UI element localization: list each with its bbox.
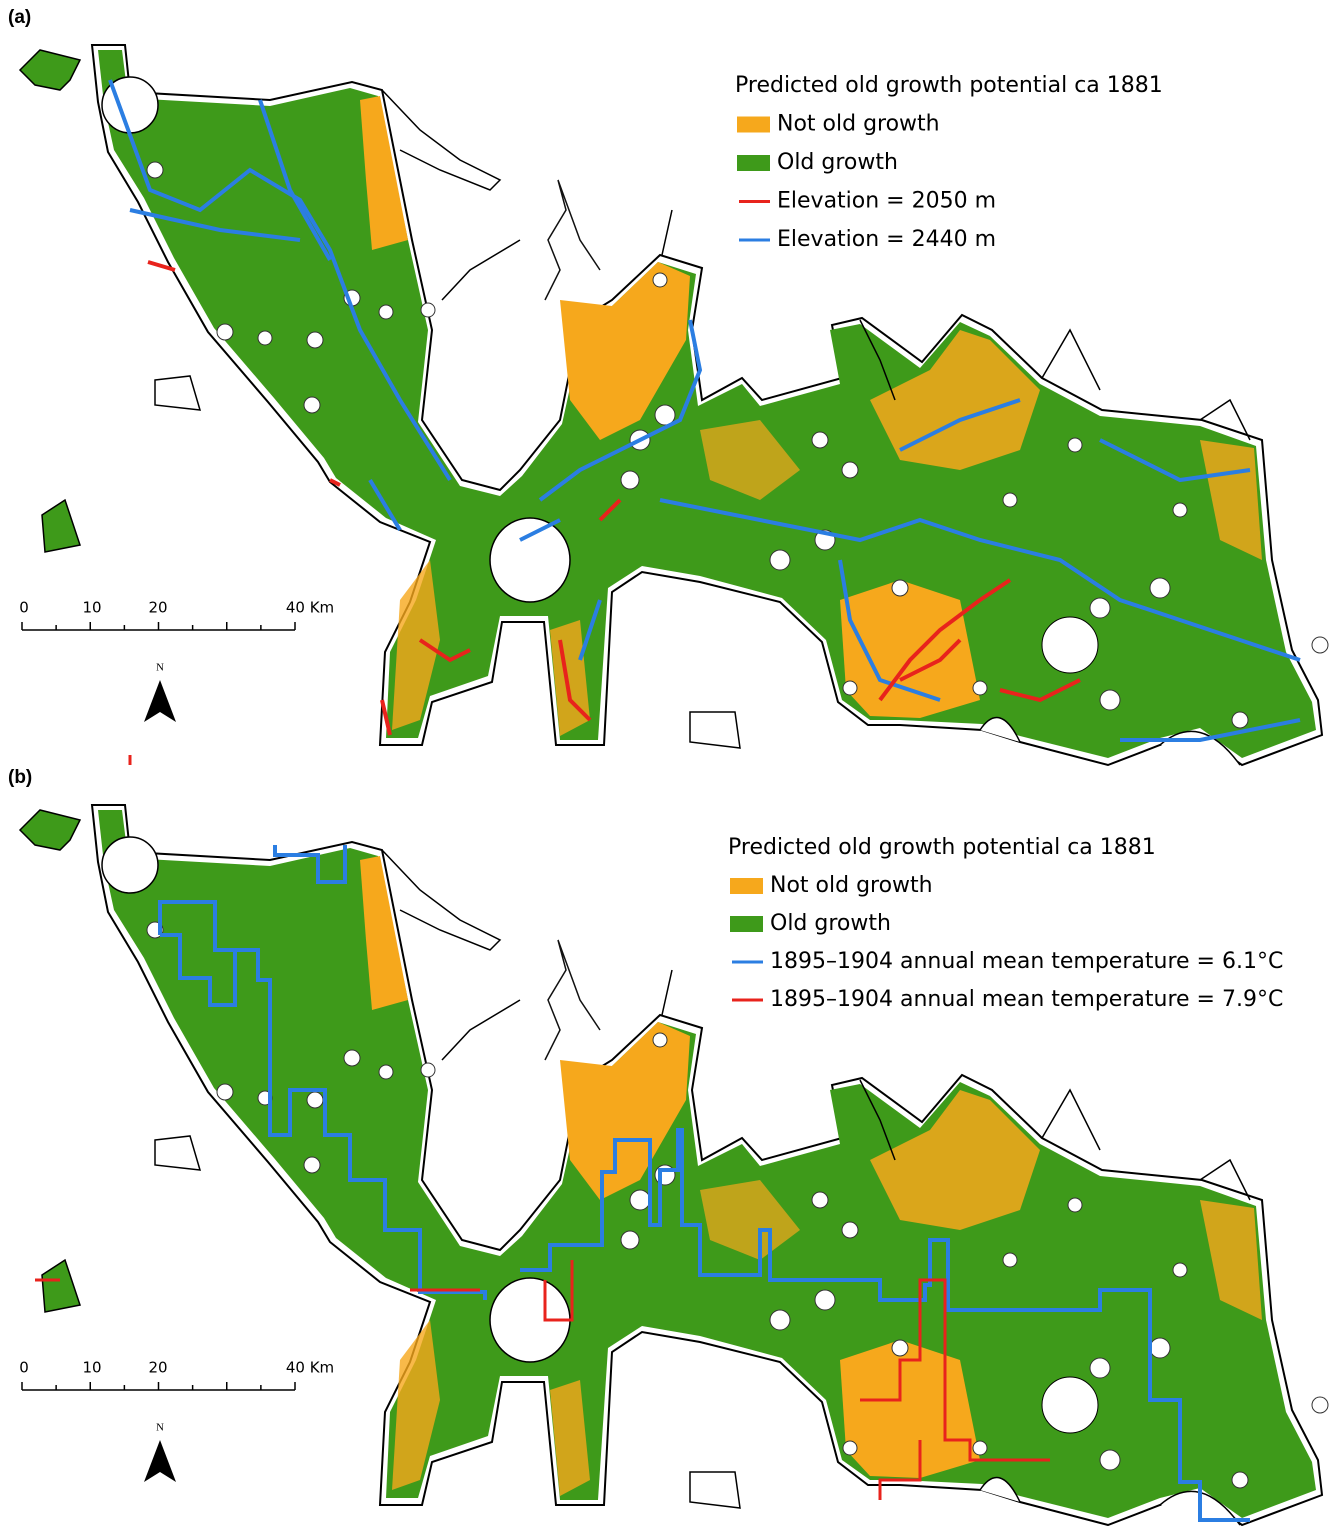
scale-label: 10: [82, 599, 101, 617]
scale-label: 40 Km: [286, 599, 334, 617]
panel-label: (b): [8, 767, 32, 788]
legend-label: Elevation = 2440 m: [777, 227, 996, 252]
legend-label: Not old growth: [770, 873, 933, 898]
legend-label: Not old growth: [777, 112, 940, 137]
panel: (a) Predicted old growth potential ca 188…: [8, 7, 1328, 765]
north-arrow: [144, 680, 176, 722]
legend-swatch: [737, 117, 770, 133]
map: [20, 45, 1328, 765]
figure: (a) Predicted old growth potential ca 188…: [0, 0, 1341, 1526]
page: {"panels": [ {"label": "(a)", "legend": …: [0, 0, 1341, 1526]
legend-swatch: [730, 916, 763, 932]
legend-label: 1895–1904 annual mean temperature = 6.1°…: [770, 949, 1283, 974]
legend-title: Predicted old growth potential ca 1881: [735, 73, 1163, 98]
legend-label: Old growth: [770, 911, 891, 936]
scale-label: 20: [148, 599, 167, 617]
legend-label: Old growth: [777, 150, 898, 175]
legend-label: Elevation = 2050 m: [777, 189, 996, 214]
north-arrow: [144, 1440, 176, 1482]
north-label: N: [156, 1422, 164, 1434]
panel-label: (a): [8, 7, 31, 28]
legend-swatch: [730, 878, 763, 894]
legend-label: 1895–1904 annual mean temperature = 7.9°…: [770, 987, 1283, 1012]
scale-label: 10: [82, 1359, 101, 1377]
scale-label: 0: [19, 1359, 29, 1377]
north-label: N: [156, 662, 164, 674]
legend-swatch: [737, 155, 770, 171]
scale-label: 0: [19, 599, 29, 617]
scale-label: 20: [148, 1359, 167, 1377]
scale-label: 40 Km: [286, 1359, 334, 1377]
legend-title: Predicted old growth potential ca 1881: [728, 835, 1156, 860]
panel: (b) Predicted old growth potential ca 188…: [8, 755, 1328, 1525]
